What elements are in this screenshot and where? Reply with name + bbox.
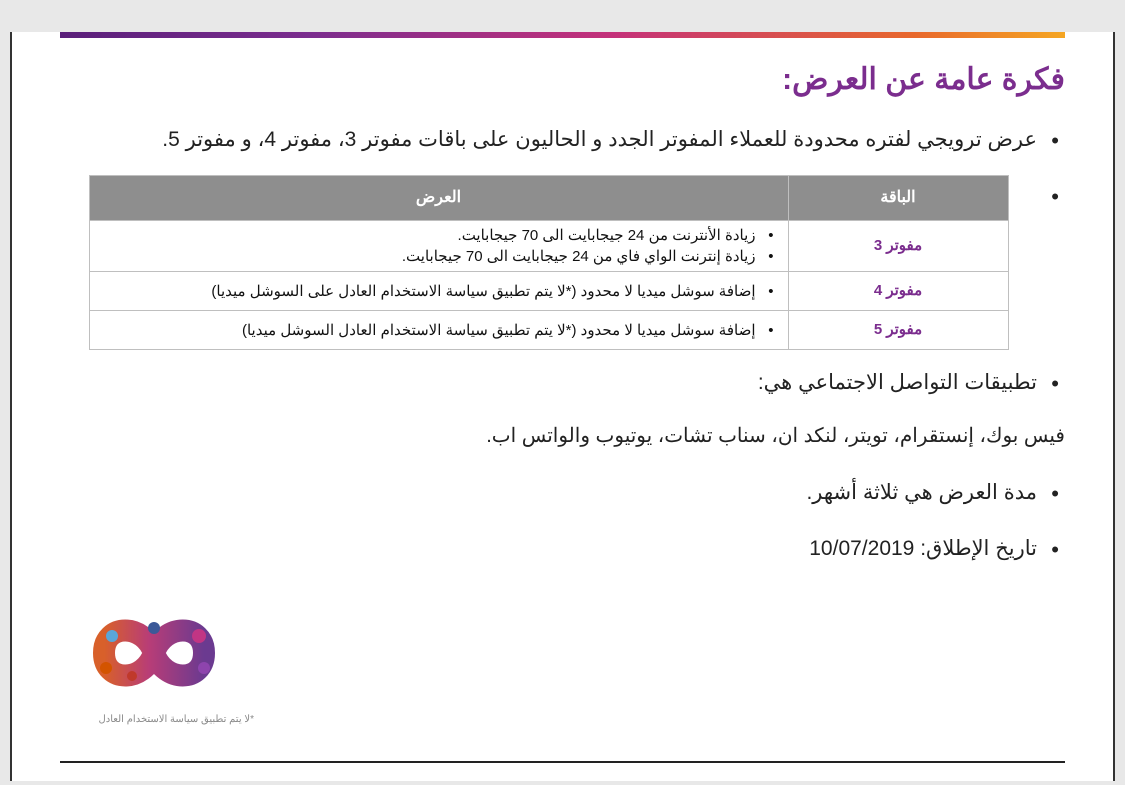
col-header-package: الباقة (788, 176, 1008, 221)
location-icon (127, 671, 137, 681)
offer-item: زيادة الأنترنت من 24 جيجابايت الى 70 جيج… (100, 225, 760, 246)
package-offer-cell: زيادة الأنترنت من 24 جيجابايت الى 70 جيج… (89, 221, 788, 272)
table-row: مفوتر 5 إضافة سوشل ميديا لا محدود (*لا ي… (89, 311, 1008, 350)
social-apps-heading-bullet: تطبيقات التواصل الاجتماعي هي: (60, 362, 1037, 404)
packages-table: الباقة العرض مفوتر 3 زيادة الأنترنت من 2… (89, 175, 1009, 350)
wifi-icon (100, 662, 112, 674)
main-bullet-list: عرض ترويجي لفتره محدودة للعملاء المفوتر … (60, 119, 1065, 404)
package-name-cell: مفوتر 3 (788, 221, 1008, 272)
document-page: فكرة عامة عن العرض: عرض ترويجي لفتره محد… (10, 32, 1115, 781)
offer-item: إضافة سوشل ميديا لا محدود (*لا يتم تطبيق… (100, 281, 760, 302)
infinity-icon (54, 598, 254, 708)
instagram-icon (192, 629, 206, 643)
launch-date-bullet: تاريخ الإطلاق: 10/07/2019 (60, 528, 1037, 570)
table-row: مفوتر 4 إضافة سوشل ميديا لا محدود (*لا ي… (89, 272, 1008, 311)
offer-item: إضافة سوشل ميديا لا محدود (*لا يتم تطبيق… (100, 320, 760, 341)
package-offer-cell: إضافة سوشل ميديا لا محدود (*لا يتم تطبيق… (89, 272, 788, 311)
table-bullet: الباقة العرض مفوتر 3 زيادة الأنترنت من 2… (60, 175, 1037, 350)
intro-bullet: عرض ترويجي لفتره محدودة للعملاء المفوتر … (60, 119, 1037, 161)
table-row: مفوتر 3 زيادة الأنترنت من 24 جيجابايت ال… (89, 221, 1008, 272)
social-apps-list-text: فيس بوك، إنستقرام، تويتر، لنكد ان، سناب … (60, 418, 1065, 454)
twitter-icon (106, 630, 118, 642)
facebook-icon (148, 622, 160, 634)
footer-bullet-list: مدة العرض هي ثلاثة أشهر. تاريخ الإطلاق: … (60, 472, 1065, 570)
figure-caption: *لا يتم تطبيق سياسة الاستخدام العادل (54, 714, 254, 725)
package-offer-cell: إضافة سوشل ميديا لا محدود (*لا يتم تطبيق… (89, 311, 788, 350)
package-name-cell: مفوتر 4 (788, 272, 1008, 311)
media-icon (198, 662, 210, 674)
infinity-figure: *لا يتم تطبيق سياسة الاستخدام العادل (54, 598, 254, 725)
col-header-offer: العرض (89, 176, 788, 221)
page-title: فكرة عامة عن العرض: (60, 62, 1065, 97)
header-gradient-bar (60, 32, 1065, 38)
offer-item: زيادة إنترنت الواي فاي من 24 جيجابايت ال… (100, 246, 760, 267)
package-name-cell: مفوتر 5 (788, 311, 1008, 350)
duration-bullet: مدة العرض هي ثلاثة أشهر. (60, 472, 1037, 514)
bottom-divider (60, 761, 1065, 763)
